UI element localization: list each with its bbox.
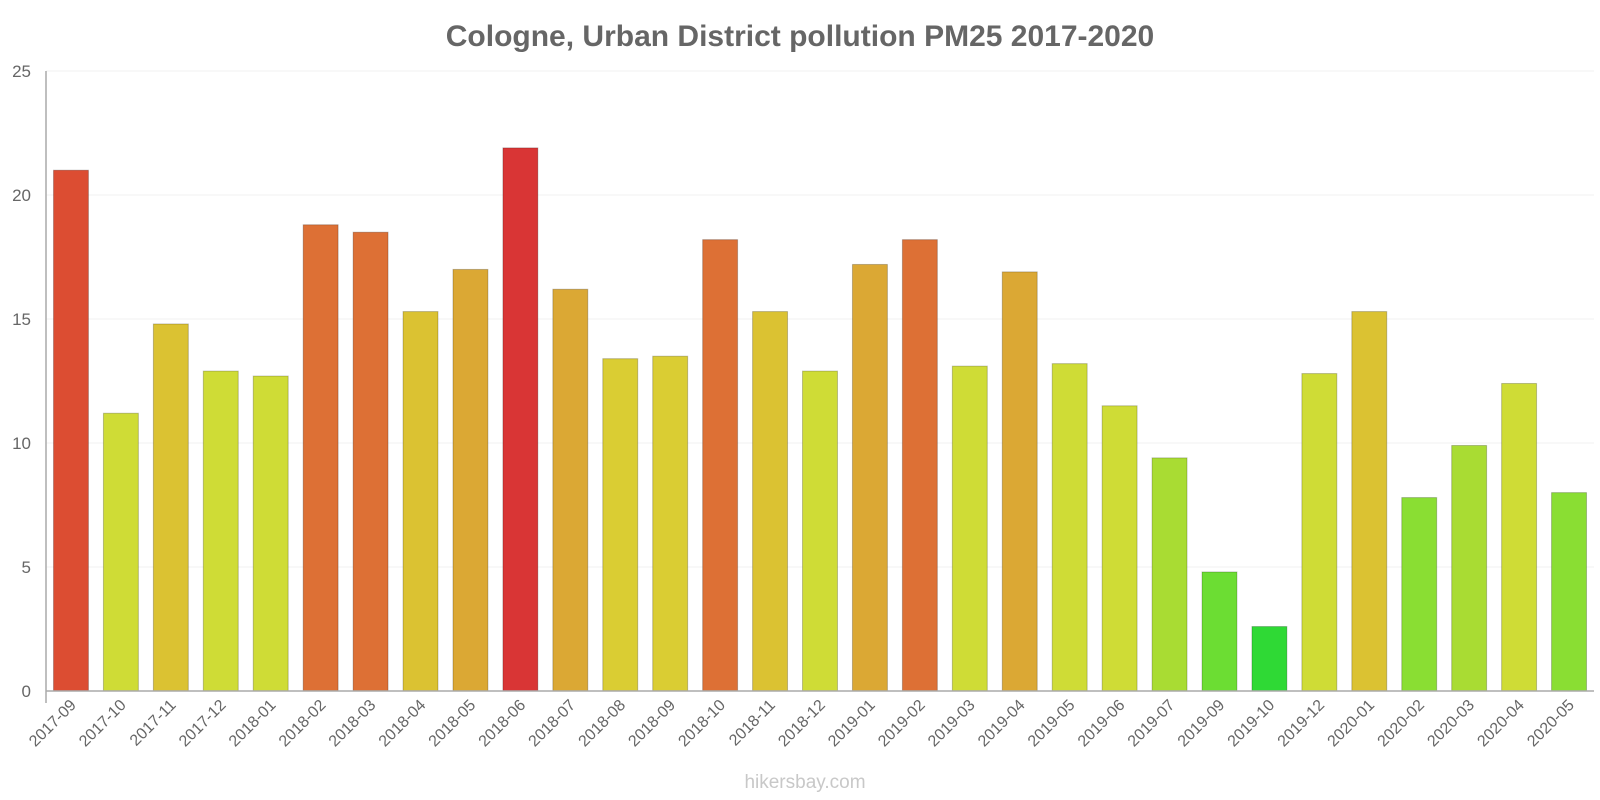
bar-2018-10 [702,239,739,692]
bar-series [52,147,1588,692]
bar-2019-06 [1101,405,1138,692]
x-tick-label: 2019-01 [825,697,879,751]
x-tick-label: 2017-12 [176,697,230,751]
bar-2018-07 [552,288,589,692]
bar-2020-04 [1501,382,1538,692]
x-tick-label: 2019-12 [1275,697,1329,751]
x-tick-label: 2019-06 [1075,697,1129,751]
x-tick-label: 2017-11 [127,697,180,750]
bar-2020-02 [1401,497,1438,692]
y-tick-label: 10 [12,434,31,453]
bar-2019-10 [1251,626,1288,692]
y-tick-label: 25 [12,62,31,81]
bar-2019-04 [1001,271,1038,692]
x-tick-label: 2018-12 [775,697,829,751]
x-tick-label: 2018-05 [426,697,480,751]
bar-2019-05 [1051,363,1088,692]
y-tick-label: 0 [22,682,31,701]
bar-2019-02 [901,239,938,692]
bar-2018-04 [402,311,439,692]
x-tick-label: 2019-05 [1025,697,1079,751]
y-tick-label: 15 [12,310,31,329]
x-tick-label: 2018-10 [675,697,729,751]
bar-2018-06 [502,147,539,692]
x-tick-label: 2017-09 [26,697,80,751]
x-tick-label: 2018-04 [376,697,430,751]
bar-2019-03 [951,365,988,692]
x-tick-label: 2018-11 [726,697,779,750]
x-tick-label: 2020-03 [1424,697,1478,751]
bar-2020-01 [1351,311,1388,692]
x-tick-label: 2018-01 [226,697,280,751]
bar-2017-12 [202,370,239,692]
x-tick-label: 2019-03 [925,697,979,751]
x-tick-label: 2018-09 [625,697,679,751]
x-tick-label: 2020-01 [1325,697,1379,751]
bar-2019-07 [1151,457,1188,692]
bar-2019-09 [1201,571,1238,692]
bar-2018-08 [602,358,639,692]
x-tick-label: 2019-10 [1225,697,1279,751]
bar-2018-02 [302,224,339,692]
bar-2017-09 [52,169,89,692]
chart-title: Cologne, Urban District pollution PM25 2… [446,20,1155,53]
bar-2018-03 [352,231,389,692]
x-tick-label: 2018-08 [576,697,630,751]
x-tick-label: 2019-02 [875,697,929,751]
y-axis-ticks: 0 5 10 15 20 25 [12,62,31,701]
x-tick-label: 2018-07 [526,697,580,751]
x-tick-label: 2018-02 [276,697,330,751]
x-axis-ticks: 2017-092017-102017-112017-122018-012018-… [26,697,1578,751]
bar-2018-01 [252,375,289,692]
bar-2018-12 [802,370,838,692]
bar-2019-12 [1301,373,1338,692]
bar-2019-01 [851,263,888,692]
x-tick-label: 2020-02 [1375,697,1429,751]
x-tick-label: 2019-07 [1125,697,1179,751]
y-tick-label: 5 [22,558,31,577]
bar-2018-05 [452,268,489,692]
y-tick-label: 20 [12,186,31,205]
bar-2018-09 [652,355,689,692]
source-credit: hikersbay.com [744,772,865,793]
bar-2017-11 [152,323,189,692]
x-tick-label: 2019-04 [975,697,1029,751]
x-tick-label: 2018-03 [326,697,380,751]
x-tick-label: 2020-05 [1524,697,1578,751]
x-tick-label: 2017-10 [76,697,130,751]
x-tick-label: 2019-09 [1175,697,1229,751]
x-tick-label: 2018-06 [476,697,530,751]
bar-2020-05 [1551,492,1588,692]
bar-2018-11 [752,311,789,692]
x-tick-label: 2020-04 [1474,697,1528,751]
bar-2020-03 [1451,444,1488,692]
bar-2017-10 [102,412,139,692]
